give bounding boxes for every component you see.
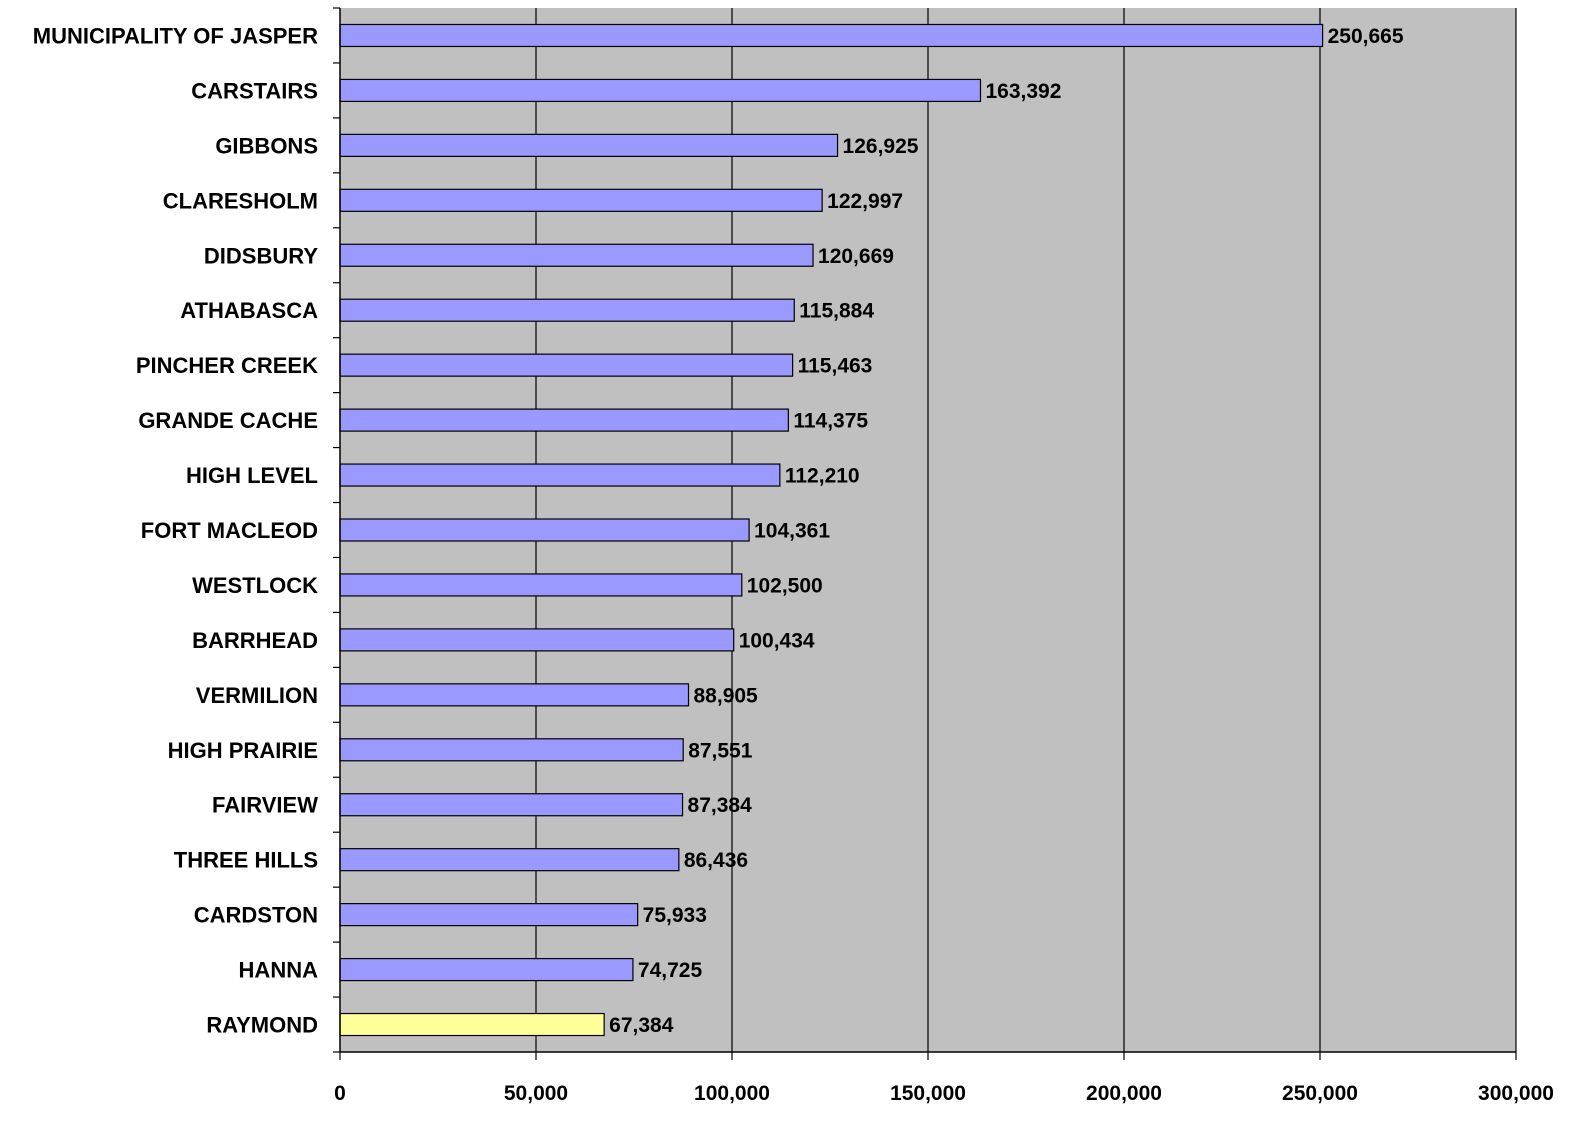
bar: [339, 1012, 605, 1037]
category-label: CLARESHOLM: [163, 188, 318, 213]
category-label: GIBBONS: [215, 133, 318, 158]
bar: [339, 408, 789, 432]
category-label: THREE HILLS: [174, 848, 318, 873]
value-label: 102,500: [747, 574, 823, 597]
category-label: BARRHEAD: [192, 628, 318, 653]
category-label: ATHABASCA: [180, 298, 318, 323]
category-label: HIGH PRAIRIE: [168, 738, 318, 763]
value-label: 112,210: [785, 465, 860, 488]
bar: [339, 133, 839, 157]
category-label: FAIRVIEW: [212, 793, 318, 818]
bar: [339, 738, 684, 762]
bar: [339, 353, 794, 377]
category-label: FORT MACLEOD: [141, 518, 318, 543]
bar: [339, 298, 795, 322]
value-label: 120,669: [818, 245, 894, 268]
category-label: RAYMOND: [206, 1013, 318, 1038]
bar: [339, 573, 743, 597]
value-label: 74,725: [638, 959, 703, 982]
value-label: 250,665: [1328, 25, 1404, 48]
bar: [339, 628, 735, 652]
x-tick-label: 100,000: [694, 1082, 770, 1105]
value-label: 87,384: [688, 794, 753, 817]
x-tick-label: 150,000: [890, 1082, 966, 1105]
bar: [339, 848, 680, 872]
value-label: 115,884: [799, 300, 874, 323]
x-tick-label: 0: [334, 1082, 346, 1105]
bar: [339, 793, 684, 817]
x-tick-label: 200,000: [1086, 1082, 1162, 1105]
value-label: 87,551: [688, 739, 753, 762]
x-tick-label: 250,000: [1282, 1082, 1358, 1105]
value-label: 86,436: [684, 849, 748, 872]
value-label: 67,384: [609, 1014, 674, 1037]
bar: [339, 683, 690, 707]
category-label: CARDSTON: [194, 903, 318, 928]
value-label: 88,905: [694, 684, 759, 707]
value-label: 163,392: [985, 80, 1061, 103]
value-label: 126,925: [843, 135, 919, 158]
category-label: PINCHER CREEK: [136, 353, 318, 378]
value-label: 122,997: [827, 190, 903, 213]
category-label: MUNICIPALITY OF JASPER: [33, 23, 318, 48]
value-labels: 250,665 163,392 126,925 122,997 120,669 115,8…: [609, 25, 1404, 1037]
value-label: 115,463: [798, 355, 873, 378]
value-label: 114,375: [793, 410, 868, 433]
bar: [339, 23, 1324, 48]
category-label: HANNA: [239, 958, 319, 983]
value-label: 104,361: [754, 520, 830, 543]
category-label: HIGH LEVEL: [186, 463, 318, 488]
x-axis-ticks: 0 50,000 100,000 150,000 200,000 250,000 300,0…: [334, 1052, 1554, 1105]
bar: [339, 243, 814, 267]
bar: [339, 957, 634, 982]
bar: [339, 463, 781, 487]
y-axis-ticks: [333, 7, 340, 1053]
category-labels: MUNICIPALITY OF JASPER CARSTAIRS GIBBONS CL…: [33, 23, 319, 1037]
x-tick-label: 300,000: [1478, 1082, 1554, 1105]
bar: [339, 78, 982, 103]
value-label: 75,933: [643, 904, 707, 927]
value-label: 100,434: [739, 629, 815, 652]
category-label: WESTLOCK: [192, 573, 318, 598]
category-label: VERMILION: [196, 683, 318, 708]
bar: [339, 518, 750, 542]
bar: [339, 188, 823, 212]
bar: [339, 903, 639, 927]
category-label: GRANDE CACHE: [138, 408, 318, 433]
category-label: DIDSBURY: [204, 243, 318, 268]
category-label: CARSTAIRS: [191, 78, 318, 103]
x-tick-label: 50,000: [504, 1082, 568, 1105]
